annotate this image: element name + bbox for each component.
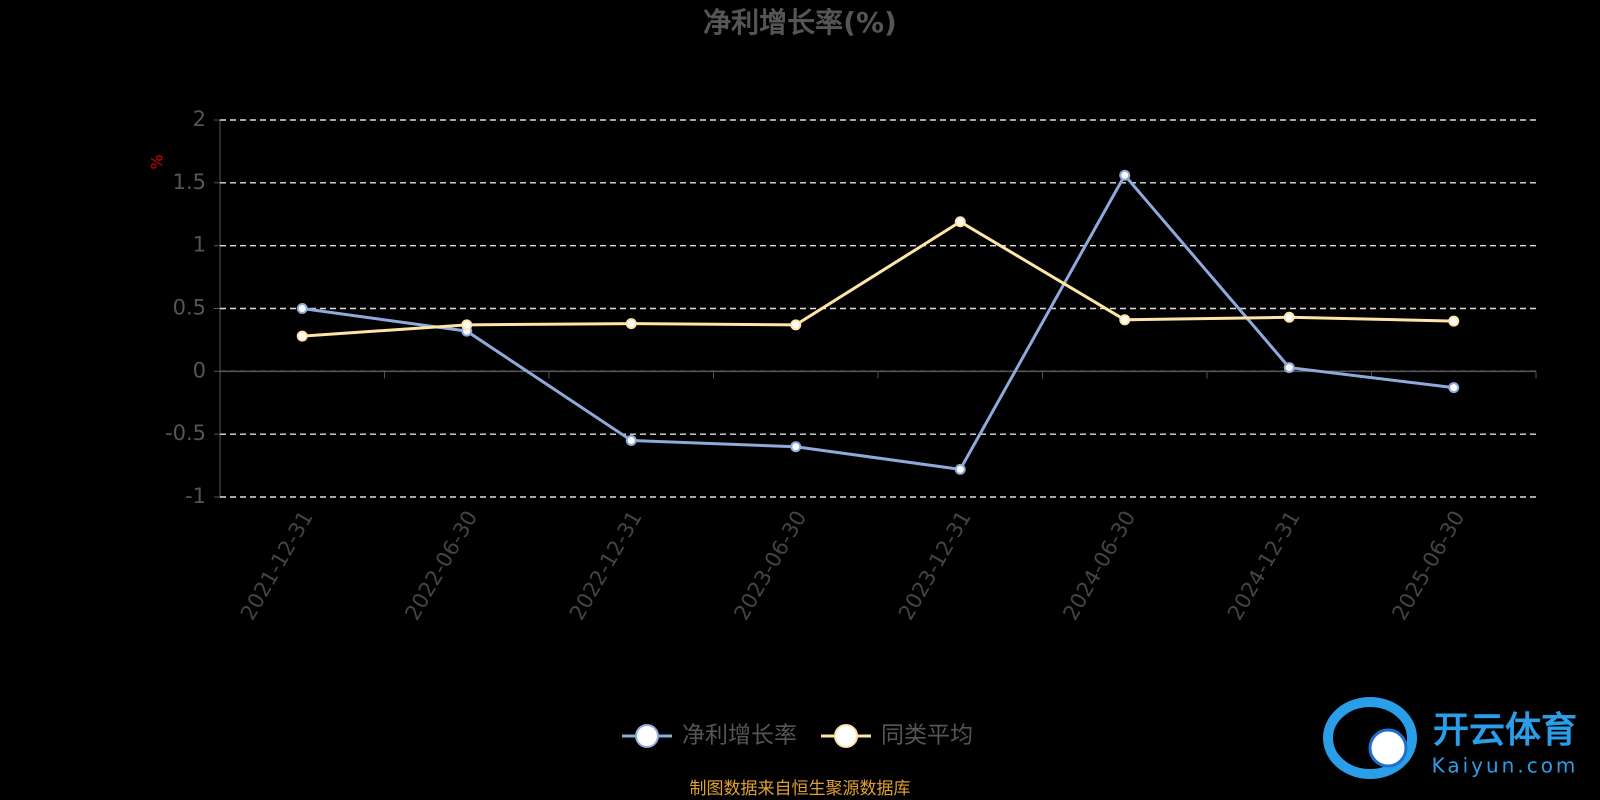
- series-line: [302, 220, 1454, 338]
- y-tick-label: 1.5: [173, 170, 206, 194]
- watermark-url: Kaiyun.com: [1432, 754, 1579, 778]
- legend-label: 净利增长率: [682, 723, 797, 749]
- legend-label: 同类平均: [881, 723, 973, 749]
- y-tick-label: 1: [193, 233, 206, 257]
- data-point: [296, 303, 308, 314]
- y-tick-label: 0: [193, 358, 206, 382]
- data-point: [1448, 315, 1460, 327]
- data-point: [1119, 169, 1131, 181]
- y-tick-label: 2: [193, 107, 206, 131]
- data-point: [790, 441, 802, 453]
- y-tick-label: -1: [185, 484, 206, 508]
- data-point: [625, 434, 637, 446]
- chart-title: 净利增长率(%): [703, 6, 897, 39]
- data-point: [954, 216, 966, 228]
- source-note: 制图数据来自恒生聚源数据库: [690, 779, 911, 799]
- data-point: [461, 319, 473, 331]
- data-point: [1283, 362, 1295, 374]
- data-point: [1448, 382, 1460, 394]
- legend-marker: [834, 724, 858, 748]
- logo-ring: [1323, 697, 1417, 779]
- legend-marker: [635, 724, 659, 748]
- y-axis-label: %: [148, 154, 167, 169]
- data-point: [1119, 314, 1131, 326]
- watermark: 开云体育 Kaiyun.com: [1323, 697, 1579, 779]
- watermark-brand: 开云体育: [1433, 710, 1577, 751]
- data-point: [954, 463, 966, 475]
- logo-ball: [1368, 728, 1408, 768]
- data-point: [296, 330, 308, 342]
- data-point: [625, 318, 637, 330]
- series-line: [302, 172, 1454, 471]
- y-tick-label: -0.5: [165, 421, 206, 445]
- y-tick-label: 0.5: [173, 296, 206, 320]
- data-point: [1283, 311, 1295, 323]
- data-point: [790, 319, 802, 331]
